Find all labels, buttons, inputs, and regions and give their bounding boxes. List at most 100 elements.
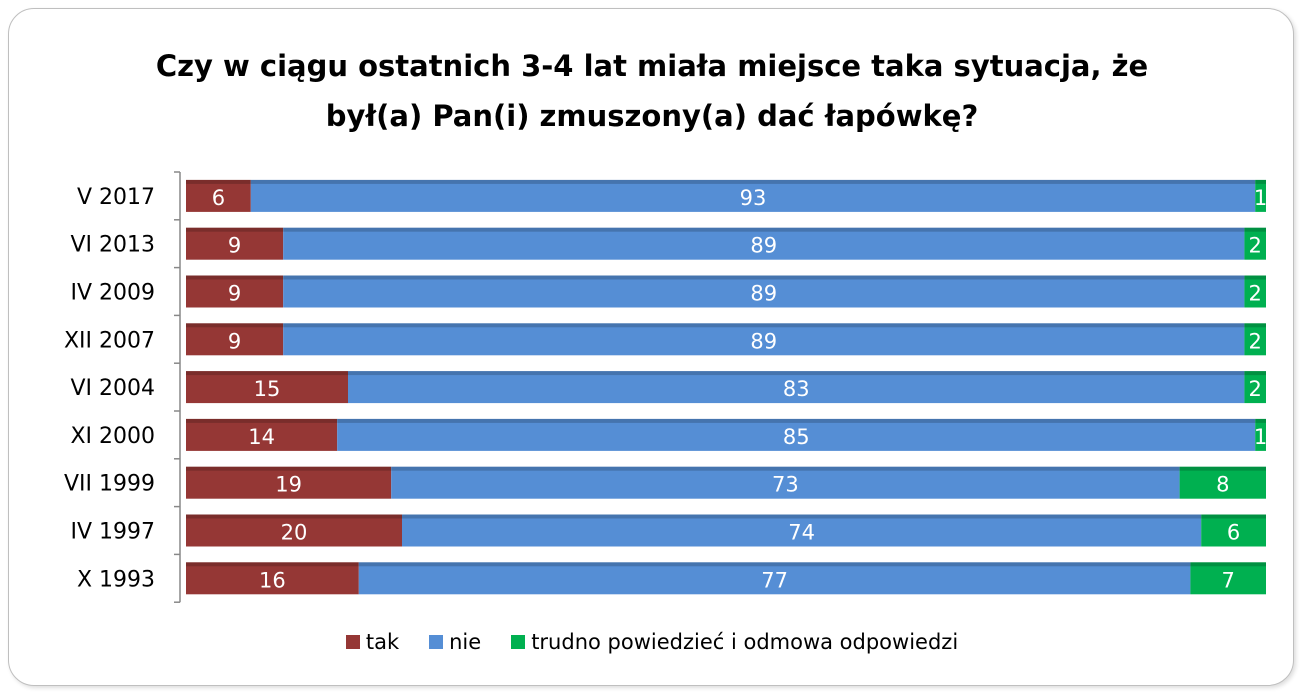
data-label: 9 (228, 282, 241, 306)
bar-top (1179, 466, 1266, 471)
bar-segment (283, 323, 1245, 356)
data-label: 93 (740, 186, 767, 210)
data-label: 89 (750, 329, 777, 353)
bar-segment (1244, 371, 1266, 404)
bar-segment (186, 227, 284, 260)
bar-segment (186, 562, 359, 595)
y-tick-label: IV 2009 (70, 281, 155, 306)
data-label: 15 (254, 377, 281, 401)
bar-segment (186, 514, 402, 547)
y-tick-label: VI 2004 (70, 376, 155, 401)
legend-label: tak (365, 630, 400, 654)
bar-top (186, 323, 284, 328)
data-label: 14 (248, 425, 275, 449)
bar-segment (283, 227, 1245, 260)
data-label: 9 (228, 329, 241, 353)
bar-top (250, 179, 1256, 184)
bar-top (391, 466, 1180, 471)
legend-label: trudno powiedzieć i odmowa odpowiedzi (531, 630, 959, 654)
bar-segment (283, 275, 1245, 308)
data-label: 1 (1254, 425, 1267, 449)
bar-segment (250, 179, 1256, 212)
y-tick-label: VI 2013 (70, 233, 155, 258)
data-label: 1 (1254, 186, 1267, 210)
legend-item: trudno powiedzieć i odmowa odpowiedzi (511, 630, 958, 654)
bar-top (1244, 323, 1266, 328)
bar-segment (1244, 227, 1266, 260)
bar-top (1244, 227, 1266, 232)
legend-item: tak (345, 630, 400, 654)
chart-title: był(a) Pan(i) zmuszony(a) dać łapówkę? (326, 99, 979, 133)
bar-segment (186, 323, 284, 356)
bar-top (1255, 418, 1266, 423)
data-label: 8 (1216, 473, 1229, 497)
bar-top (186, 466, 392, 471)
data-label: 74 (788, 521, 815, 545)
bar-top (186, 418, 338, 423)
data-label: 6 (1227, 521, 1240, 545)
bar-top (358, 562, 1191, 567)
y-tick-label: XII 2007 (64, 328, 155, 353)
bar-segment (348, 371, 1245, 404)
legend-label: nie (449, 630, 482, 654)
bar-top (1201, 514, 1266, 519)
bar-top (1255, 179, 1266, 184)
bar-segment (186, 371, 348, 404)
data-label: 83 (783, 377, 810, 401)
bar-segment (391, 466, 1180, 499)
bar-top (337, 418, 1256, 423)
data-label: 89 (750, 234, 777, 258)
chart-title: Czy w ciągu ostatnich 3-4 lat miała miej… (156, 49, 1148, 83)
bar-segment (337, 418, 1256, 451)
legend: tak nie trudno powiedzieć i odmowa odpowie… (0, 630, 1304, 654)
bar-top (186, 275, 284, 280)
bar-segment (1244, 323, 1266, 356)
legend-swatch (511, 635, 526, 649)
data-label: 16 (259, 568, 286, 592)
data-label: 9 (228, 234, 241, 258)
data-label: 2 (1249, 234, 1262, 258)
data-label: 73 (772, 473, 799, 497)
data-label: 6 (212, 186, 225, 210)
data-label: 2 (1249, 329, 1262, 353)
bar-segment (358, 562, 1191, 595)
data-label: 85 (783, 425, 810, 449)
bar-segment (402, 514, 1202, 547)
bar-top (186, 227, 284, 232)
bar-top (186, 179, 251, 184)
data-label: 7 (1222, 568, 1235, 592)
bar-segment (1201, 514, 1266, 547)
bar-top (1244, 275, 1266, 280)
legend-swatch (429, 635, 444, 649)
bar-segment (1255, 418, 1266, 451)
legend-swatch (345, 635, 360, 649)
bar-top (283, 275, 1245, 280)
bar-top (1190, 562, 1266, 567)
bar-segment (186, 275, 284, 308)
data-label: 89 (750, 282, 777, 306)
bar-top (402, 514, 1202, 519)
bar-segment (186, 466, 392, 499)
data-label: 2 (1249, 377, 1262, 401)
bar-top (1244, 371, 1266, 376)
y-tick-label: X 1993 (77, 567, 155, 592)
data-label: 19 (275, 473, 302, 497)
bar-top (348, 371, 1245, 376)
bar-top (283, 227, 1245, 232)
data-label: 2 (1249, 282, 1262, 306)
bar-segment (186, 179, 251, 212)
bar-top (283, 323, 1245, 328)
y-tick-label: XI 2000 (70, 424, 155, 449)
bar-segment (186, 418, 338, 451)
bar-segment (1244, 275, 1266, 308)
bar-top (186, 562, 359, 567)
bar-top (186, 514, 402, 519)
y-tick-label: IV 1997 (70, 520, 155, 545)
y-tick-label: VII 1999 (64, 472, 155, 497)
data-label: 20 (281, 521, 308, 545)
legend-item: nie (429, 630, 481, 654)
bar-segment (1179, 466, 1266, 499)
data-label: 77 (761, 568, 788, 592)
y-tick-label: V 2017 (77, 185, 155, 210)
